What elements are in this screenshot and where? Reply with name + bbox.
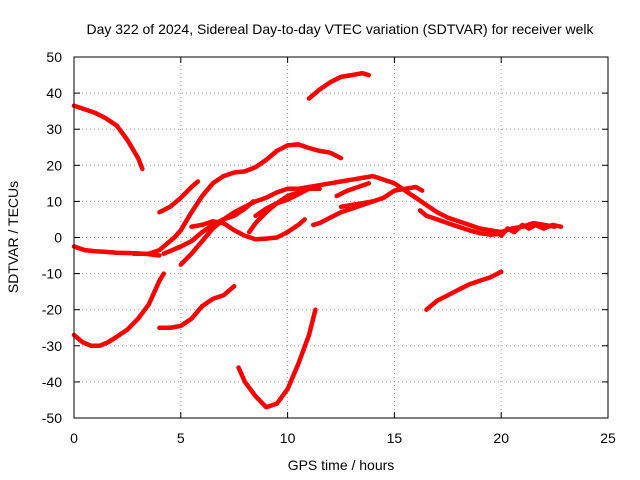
series-arc-3 xyxy=(71,271,166,349)
series-arc-16 xyxy=(338,199,376,210)
y-tick-label: -30 xyxy=(42,338,62,354)
y-tick-label: 50 xyxy=(46,49,62,65)
grid xyxy=(74,57,608,418)
series-arc-17 xyxy=(424,269,504,312)
x-tick-label: 25 xyxy=(600,430,616,446)
series-arc-20 xyxy=(498,220,557,235)
x-tick-label: 15 xyxy=(387,430,403,446)
series-arc-4 xyxy=(131,142,344,256)
series-arc-1 xyxy=(71,103,145,172)
series-arc-15 xyxy=(334,181,372,199)
y-tick-label: -40 xyxy=(42,374,62,390)
series-arc-13 xyxy=(306,70,372,101)
y-tick-label: 20 xyxy=(46,157,62,173)
x-tick-label: 0 xyxy=(70,430,78,446)
series-arc-8 xyxy=(189,217,307,242)
y-axis-title: SDTVAR / TECUs xyxy=(5,181,21,293)
series-arc-10 xyxy=(236,307,318,410)
series-arc-11 xyxy=(253,186,322,219)
series-group xyxy=(71,70,564,410)
series-arc-18 xyxy=(417,208,504,237)
x-tick-label: 10 xyxy=(280,430,296,446)
axis-ticks: 0 5 10 15 20 25 -50 -40 -30 -20 -10 0 10 20 30 40 50 xyxy=(42,49,616,446)
series-arc-12 xyxy=(246,190,301,235)
chart-title: Day 322 of 2024, Sidereal Day-to-day VTE… xyxy=(86,21,594,37)
series-arc-7 xyxy=(157,179,201,215)
y-tick-label: -20 xyxy=(42,302,62,318)
y-tick-label: 40 xyxy=(46,85,62,101)
x-tick-label: 5 xyxy=(177,430,185,446)
x-axis-title: GPS time / hours xyxy=(288,457,395,473)
series-arc-9 xyxy=(157,283,237,331)
y-tick-label: -50 xyxy=(42,410,62,426)
y-tick-label: 30 xyxy=(46,121,62,137)
x-tick-label: 20 xyxy=(493,430,509,446)
y-tick-label: 10 xyxy=(46,193,62,209)
y-tick-label: -10 xyxy=(42,266,62,282)
y-tick-label: 0 xyxy=(54,230,62,246)
